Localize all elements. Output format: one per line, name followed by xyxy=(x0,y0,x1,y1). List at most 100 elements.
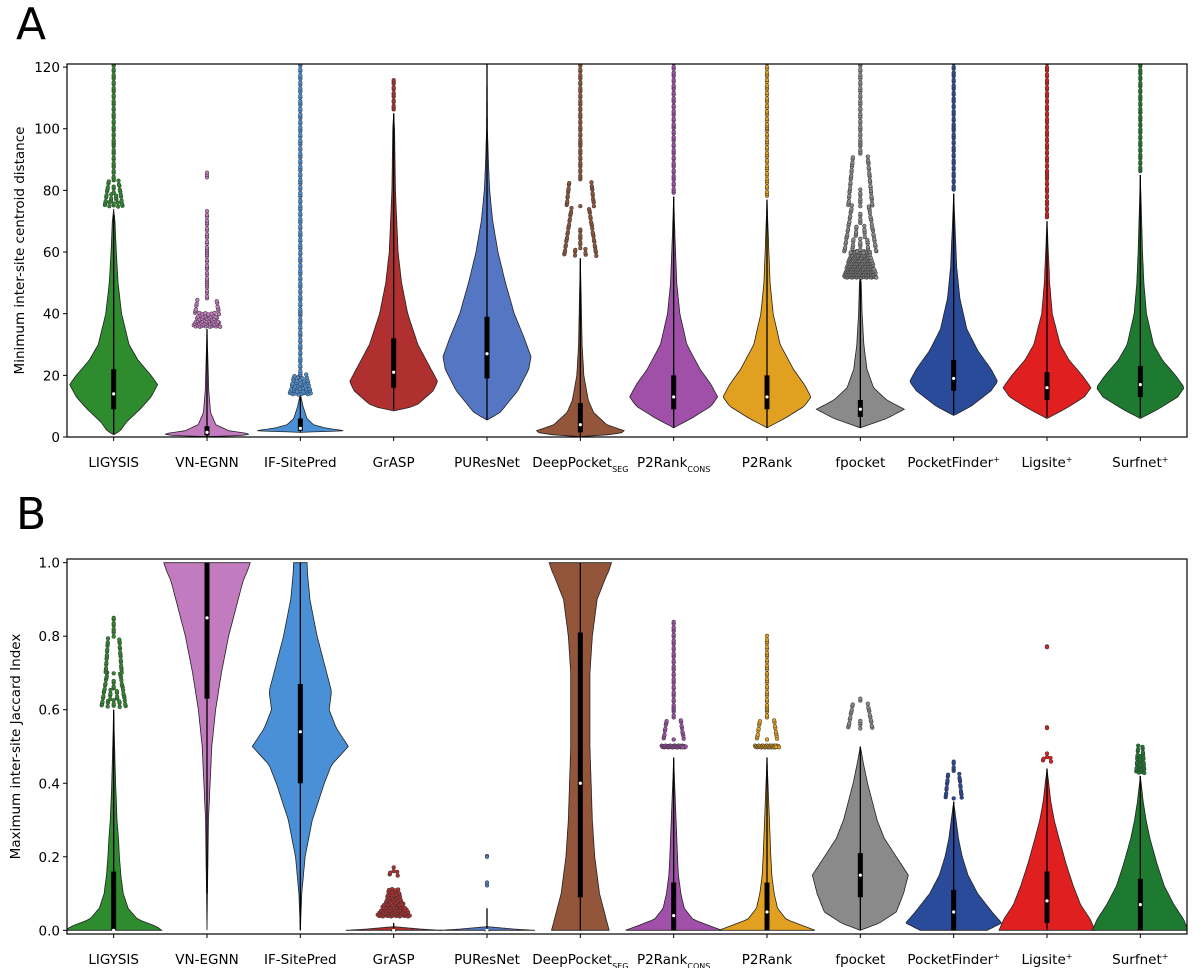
y-tick-label: 0.4 xyxy=(39,776,60,792)
outlier-point xyxy=(569,205,574,211)
outlier-point xyxy=(671,625,676,630)
outlier-point xyxy=(1138,165,1143,170)
outlier-point xyxy=(858,204,863,209)
outlier-point xyxy=(105,704,110,709)
outlier-point xyxy=(111,93,116,98)
y-tick-label: 40 xyxy=(43,307,60,323)
plot-area xyxy=(69,64,1185,437)
outlier-point xyxy=(1044,124,1050,129)
outlier-point xyxy=(298,255,303,261)
outlier-point xyxy=(218,324,223,329)
violin-p2rank xyxy=(722,64,812,429)
outlier-point xyxy=(1138,763,1143,768)
outlier-point xyxy=(111,168,116,174)
outlier-point xyxy=(1044,111,1050,116)
outlier-point xyxy=(113,193,119,198)
outlier-point xyxy=(764,658,770,663)
outlier-point xyxy=(869,201,875,206)
outlier-point xyxy=(773,744,779,750)
outlier-point xyxy=(1044,78,1050,83)
violin-ligsite xyxy=(1002,64,1092,419)
outlier-point xyxy=(846,199,851,204)
outlier-point xyxy=(858,124,863,130)
outlier-point xyxy=(848,214,853,219)
outlier-point xyxy=(290,381,295,386)
outlier-point xyxy=(951,765,956,770)
y-axis-label: Minimum inter-site centroid distance xyxy=(12,127,28,375)
outlier-point xyxy=(103,681,108,686)
outlier-point xyxy=(1044,142,1050,147)
outlier-point xyxy=(111,119,116,124)
outlier-point xyxy=(671,129,676,134)
outlier-point xyxy=(671,697,676,702)
outlier-point xyxy=(671,664,676,669)
outlier-point xyxy=(850,242,856,248)
outlier-point xyxy=(294,378,299,384)
outlier-point xyxy=(671,645,676,651)
outlier-point xyxy=(298,363,303,368)
outlier-point xyxy=(1138,75,1143,80)
outlier-point xyxy=(858,132,863,137)
outlier-point xyxy=(111,201,116,206)
outlier-point xyxy=(298,177,303,183)
outlier-point xyxy=(862,227,867,232)
outlier-point xyxy=(298,151,303,156)
outlier-point xyxy=(847,721,852,726)
outlier-point xyxy=(298,275,303,281)
outlier-point xyxy=(204,276,210,281)
outlier-point xyxy=(671,651,676,656)
outlier-point xyxy=(111,132,116,137)
outlier-point xyxy=(1138,101,1143,106)
outlier-point xyxy=(866,705,871,710)
outlier-point xyxy=(951,145,956,150)
outlier-point xyxy=(106,179,111,184)
outlier-point xyxy=(671,181,676,186)
outlier-point xyxy=(388,870,393,875)
iqr-box xyxy=(577,403,583,433)
iqr-box xyxy=(764,882,770,931)
outlier-point xyxy=(1136,743,1141,748)
outlier-point xyxy=(204,170,210,175)
outlier-point xyxy=(204,239,210,244)
violin-p2rank xyxy=(718,633,816,931)
outlier-point xyxy=(871,232,876,237)
x-tick-label: PUResNet xyxy=(454,455,520,471)
outlier-point xyxy=(105,647,110,652)
outlier-point xyxy=(391,103,396,109)
violin-p2rank-cons xyxy=(629,64,719,429)
outlier-point xyxy=(764,158,770,163)
outlier-point xyxy=(671,619,676,625)
outlier-point xyxy=(567,217,573,222)
outlier-point xyxy=(565,199,570,204)
outlier-point xyxy=(1044,206,1050,211)
outlier-point xyxy=(858,80,863,85)
outlier-point xyxy=(858,217,863,222)
outlier-point xyxy=(298,80,303,85)
y-tick-label: 120 xyxy=(34,60,60,76)
outlier-point xyxy=(764,650,770,655)
outlier-point xyxy=(578,67,583,72)
outlier-point xyxy=(111,184,116,189)
violin-vn-egnn xyxy=(163,562,251,931)
outlier-point xyxy=(854,224,859,229)
violin-puresnet xyxy=(442,64,532,421)
outlier-point xyxy=(764,697,770,702)
outlier-point xyxy=(298,337,303,342)
outlier-point xyxy=(764,663,770,669)
outlier-point xyxy=(1044,211,1050,217)
outlier-point xyxy=(951,178,956,183)
outlier-point xyxy=(298,138,303,143)
outlier-point xyxy=(867,171,872,176)
outlier-point xyxy=(111,155,116,160)
outlier-point xyxy=(671,142,676,147)
outlier-point xyxy=(109,196,114,201)
violin-fpocket xyxy=(811,696,909,931)
outlier-point xyxy=(204,263,210,268)
outlier-point xyxy=(391,868,396,874)
x-tick-label: IF-SitePred xyxy=(264,455,337,471)
outlier-point xyxy=(671,77,676,83)
outlier-point xyxy=(1044,85,1050,90)
outlier-point xyxy=(484,880,490,885)
outlier-point xyxy=(1044,155,1050,160)
